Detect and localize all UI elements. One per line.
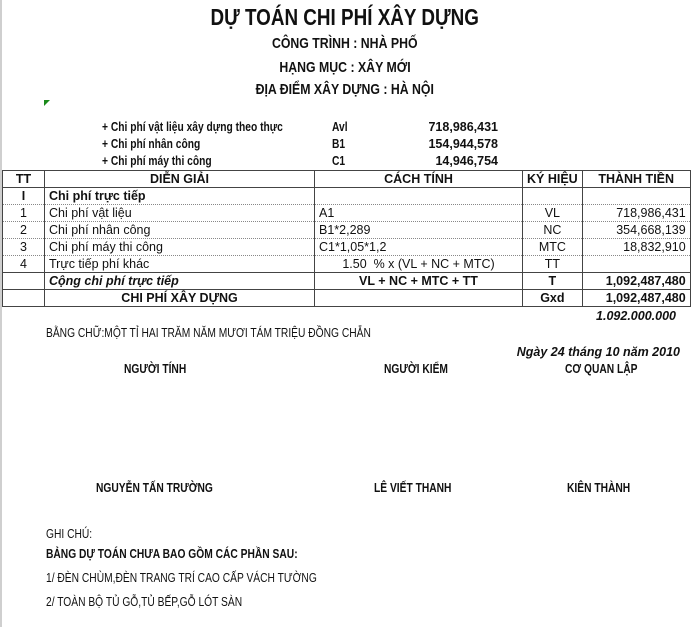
header-tt: TT: [2, 170, 45, 188]
cell-amount: 1,092,487,480: [581, 272, 691, 290]
cell-calculation: A1: [314, 204, 523, 222]
cell-symbol: TT: [522, 255, 583, 273]
cell-calculation: 1.50 % x (VL + NC + MTC): [314, 255, 523, 273]
cell-calculation: [314, 187, 523, 205]
header-symbol: KÝ HIỆU: [522, 170, 583, 188]
name-checker: LÊ VIẾT THANH: [374, 481, 452, 495]
table-row: I Chi phí trực tiếp: [2, 187, 691, 205]
table-header-row: TT DIỄN GIẢI CÁCH TÍNH KÝ HIỆU THÀNH TIỀ…: [2, 170, 691, 188]
summary-value: 718,986,431: [428, 120, 498, 134]
table-row-subtotal: Cộng chi phí trực tiếp VL + NC + MTC + T…: [2, 272, 691, 290]
cell-tt: 1: [2, 204, 45, 222]
cell-calculation: [314, 289, 523, 307]
note-item: 1/ ĐÈN CHÙM,ĐÈN TRANG TRÍ CAO CẤP VÁCH T…: [46, 571, 317, 585]
amount-in-words: BẰNG CHỮ:MỘT TỈ HAI TRĂM NĂM MƯƠI TÁM TR…: [46, 326, 371, 340]
role-checker: NGƯỜI KIỂM: [384, 362, 448, 376]
cell-amount: 18,832,910: [581, 238, 691, 256]
cell-description: Chi phí vật liệu: [44, 204, 315, 222]
document-title: DỰ TOÁN CHI PHÍ XÂY DỰNG: [210, 4, 480, 30]
header-description: DIỄN GIẢI: [44, 170, 315, 188]
cell-description: Cộng chi phí trực tiếp: [44, 272, 315, 290]
cell-symbol: Gxd: [522, 289, 583, 307]
rounded-total: 1.092.000.000: [596, 309, 676, 323]
cell-tt: [2, 272, 45, 290]
header-calculation: CÁCH TÍNH: [314, 170, 523, 188]
cell-tt: I: [2, 187, 45, 205]
cell-calculation: C1*1,05*1,2: [314, 238, 523, 256]
name-calculator: NGUYỄN TẤN TRƯỜNG: [96, 481, 213, 495]
role-calculator: NGƯỜI TÍNH: [124, 362, 187, 376]
role-agency: CƠ QUAN LẬP: [565, 362, 638, 376]
cell-description: Trực tiếp phí khác: [44, 255, 315, 273]
cell-symbol: T: [522, 272, 583, 290]
cell-description: Chi phí trực tiếp: [44, 187, 315, 205]
header-amount: THÀNH TIỀN: [581, 170, 691, 188]
cell-amount: 1,092,487,480: [581, 289, 691, 307]
summary-label: + Chi phí máy thi công: [102, 154, 212, 168]
cell-tt: 3: [2, 238, 45, 256]
sheet-edge: [0, 0, 2, 627]
cost-table: TT DIỄN GIẢI CÁCH TÍNH KÝ HIỆU THÀNH TIỀ…: [2, 170, 691, 307]
name-agency: KIÊN THÀNH: [567, 481, 631, 495]
cell-symbol: VL: [522, 204, 583, 222]
summary-label: + Chi phí nhân công: [102, 137, 201, 151]
table-row: 2 Chi phí nhân công B1*2,289 NC 354,668,…: [2, 221, 691, 239]
notes-intro: BẢNG DỰ TOÁN CHƯA BAO GỒM CÁC PHẦN SAU:: [46, 547, 298, 561]
cell-symbol: [522, 187, 583, 205]
summary-label: + Chi phí vật liệu xây dựng theo thực: [102, 120, 283, 134]
summary-value: 154,944,578: [428, 137, 498, 151]
project-name: CÔNG TRÌNH : NHÀ PHỐ: [272, 35, 418, 52]
cell-calculation: B1*2,289: [314, 221, 523, 239]
document-date: Ngày 24 tháng 10 năm 2010: [516, 345, 680, 359]
table-row: 1 Chi phí vật liệu A1 VL 718,986,431: [2, 204, 691, 222]
notes-heading: GHI CHÚ:: [46, 527, 93, 541]
summary-value: 14,946,754: [435, 154, 498, 168]
cell-amount: [581, 187, 691, 205]
cell-tt: 2: [2, 221, 45, 239]
cell-amount: 354,668,139: [581, 221, 691, 239]
table-row: 3 Chi phí máy thi công C1*1,05*1,2 MTC 1…: [2, 238, 691, 256]
table-row-total: CHI PHÍ XÂY DỰNG Gxd 1,092,487,480: [2, 289, 691, 307]
cell-description: Chi phí nhân công: [44, 221, 315, 239]
cell-amount: [581, 255, 691, 273]
location: ĐỊA ĐIỂM XÂY DỰNG : HÀ NỘI: [255, 81, 435, 98]
summary-code: C1: [332, 154, 346, 168]
work-category: HẠNG MỤC : XÂY MỚI: [279, 59, 411, 76]
table-row: 4 Trực tiếp phí khác 1.50 % x (VL + NC +…: [2, 255, 691, 273]
note-item: 2/ TOÀN BỘ TỦ GỖ,TỦ BẾP,GỖ LÓT SÀN: [46, 595, 243, 609]
cell-description: CHI PHÍ XÂY DỰNG: [44, 289, 315, 307]
summary-code: Avl: [332, 120, 348, 134]
summary-code: B1: [332, 137, 346, 151]
cell-symbol: MTC: [522, 238, 583, 256]
cell-symbol: NC: [522, 221, 583, 239]
cell-calculation: VL + NC + MTC + TT: [314, 272, 523, 290]
cell-tt: [2, 289, 45, 307]
cell-tt: 4: [2, 255, 45, 273]
cell-amount: 718,986,431: [581, 204, 691, 222]
cell-description: Chi phí máy thi công: [44, 238, 315, 256]
cell-comment-indicator-icon: [44, 100, 50, 106]
